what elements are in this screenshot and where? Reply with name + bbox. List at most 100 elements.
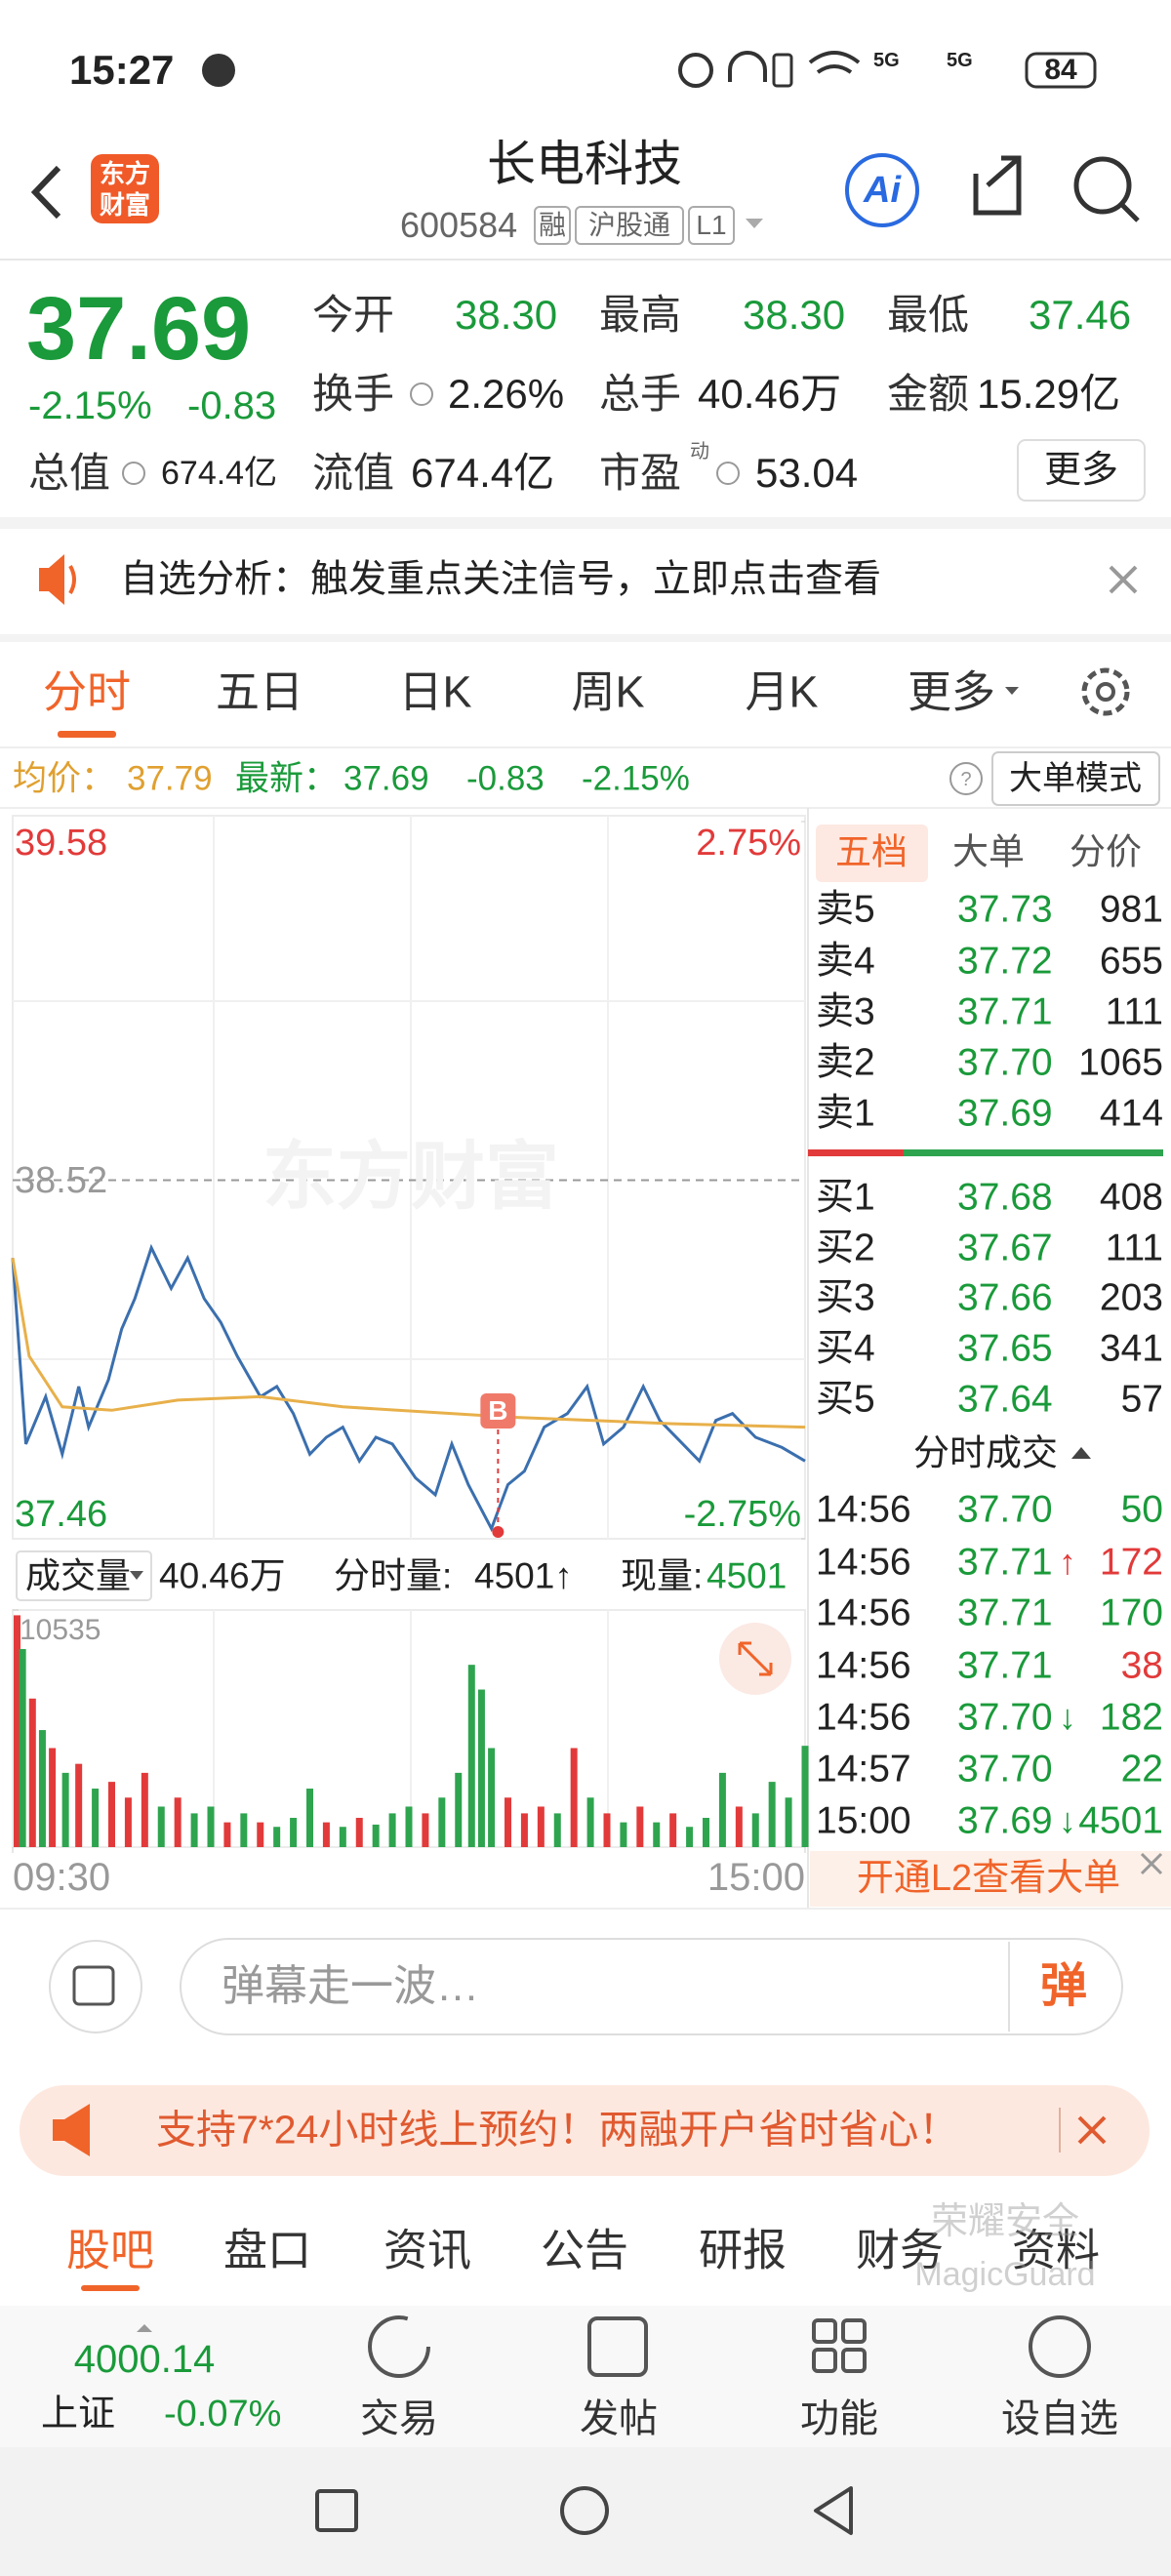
volume-bar [801, 1746, 809, 1847]
settings-icon[interactable] [1081, 667, 1130, 716]
l2-banner-bg[interactable] [810, 1851, 1171, 1907]
stat-label: 总手 [599, 371, 682, 417]
comment-input[interactable] [180, 1938, 1123, 2035]
nav-home[interactable] [560, 2486, 609, 2535]
last-price: 37.69 [26, 279, 252, 379]
volume-total: 40.46万 [159, 1555, 286, 1596]
comment-placeholder[interactable]: 弹幕走一波… [222, 1962, 479, 2010]
stat-label: 流值 [312, 450, 395, 496]
book-label: 买4 [816, 1327, 875, 1370]
search-icon[interactable] [1073, 156, 1132, 215]
content-tab[interactable]: 财务 [855, 2225, 945, 2275]
toolbar-label[interactable]: 交易 [360, 2397, 438, 2440]
content-tab[interactable]: 公告 [540, 2225, 629, 2275]
function-icon[interactable] [812, 2318, 837, 2344]
tab[interactable]: 周K [571, 666, 645, 717]
book-tab[interactable]: 五档 [835, 831, 908, 872]
trade-icon[interactable] [368, 2315, 430, 2378]
battery-icon [1025, 52, 1097, 89]
ai-label[interactable]: Ai [864, 170, 901, 211]
trade-volume: 170 [1099, 1591, 1163, 1634]
tab[interactable]: 日K [398, 666, 472, 717]
current-volume-label: 现量: [621, 1555, 704, 1596]
volume-bar [686, 1827, 694, 1847]
mode-button[interactable] [991, 751, 1160, 806]
content-tab[interactable]: 资讯 [383, 2225, 472, 2275]
volume-bar [505, 1797, 511, 1847]
toolbar-label[interactable]: 功能 [800, 2397, 878, 2440]
volume-bar [620, 1822, 627, 1847]
nav-recent[interactable] [315, 2489, 358, 2532]
volume-selector[interactable] [16, 1550, 152, 1601]
more-label[interactable]: 更多 [1043, 450, 1119, 491]
volume-bar [355, 1818, 363, 1847]
expand-icon [738, 1641, 773, 1676]
book-volume: 111 [1105, 1227, 1163, 1269]
mode-label[interactable]: 大单模式 [1009, 760, 1142, 797]
book-volume: 341 [1099, 1327, 1163, 1370]
notice-text[interactable]: 自选分析：触发重点关注信号，立即点击查看 [120, 558, 882, 601]
volume-label[interactable]: 成交量 [25, 1555, 132, 1595]
tab[interactable]: 月K [745, 666, 819, 717]
trade-price: 37.70 [957, 1748, 1053, 1791]
book-tab[interactable]: 分价 [1070, 831, 1142, 872]
content-tab[interactable]: 研报 [698, 2225, 787, 2275]
tag-box [534, 206, 571, 245]
tab[interactable]: 分时 [42, 666, 132, 717]
trade-time: 14:56 [816, 1541, 911, 1584]
tab[interactable]: 更多 [907, 666, 996, 717]
dropdown-caret [130, 1571, 143, 1580]
annotation-label: B [488, 1395, 508, 1426]
stat-label: 金额 [887, 371, 970, 417]
index-change: -0.07% [164, 2394, 282, 2435]
back-icon[interactable] [30, 165, 61, 220]
post-icon[interactable] [587, 2316, 648, 2377]
y2-tick-label: 2.75% [696, 823, 801, 864]
book-tab[interactable]: 大单 [952, 831, 1025, 872]
volume-bar [92, 1789, 100, 1847]
y-tick-label: 39.58 [15, 823, 108, 864]
close-icon[interactable] [1109, 565, 1138, 594]
annotation-dot [492, 1526, 505, 1538]
close-icon[interactable] [1140, 1852, 1163, 1875]
nav-back[interactable] [814, 2486, 853, 2535]
stat-value: 674.4亿 [411, 450, 555, 496]
share-icon[interactable] [973, 155, 1022, 216]
tab-underline [58, 731, 116, 738]
ad-text[interactable]: 支持7*24小时线上预约！两融开户省时省心！ [156, 2107, 959, 2153]
content-tab[interactable]: 资料 [1011, 2225, 1101, 2275]
minute-volume: 4501↑ [474, 1555, 573, 1596]
l2-banner[interactable]: 开通L2查看大单 [856, 1858, 1121, 1899]
more-button[interactable] [1017, 439, 1146, 502]
book-volume: 655 [1099, 940, 1163, 983]
danmaku-toggle[interactable] [49, 1940, 142, 2033]
trade-volume: 22 [1120, 1748, 1163, 1791]
speaker-wave [68, 565, 76, 594]
help-icon[interactable] [949, 762, 983, 795]
trade-direction: ↓ [1059, 1800, 1076, 1840]
danmaku-button[interactable]: 弹 [1039, 1960, 1088, 2012]
volume-bar [322, 1822, 330, 1847]
tab[interactable]: 五日 [215, 666, 304, 717]
volume-bar [306, 1789, 313, 1847]
toolbar-label[interactable]: 设自选 [1001, 2397, 1118, 2440]
trades-title[interactable]: 分时成交 [913, 1432, 1058, 1473]
ai-button[interactable] [845, 153, 919, 227]
battery-level: 84 [1044, 54, 1077, 86]
volume-bar [14, 1615, 20, 1847]
close-icon[interactable] [1077, 2115, 1107, 2145]
ad-banner[interactable] [20, 2085, 1150, 2176]
toolbar-label[interactable]: 发帖 [580, 2397, 658, 2440]
book-price: 37.67 [957, 1227, 1053, 1269]
volume-bar [49, 1748, 57, 1847]
content-tab[interactable]: 股吧 [65, 2225, 155, 2275]
watchlist-icon[interactable] [1029, 2315, 1091, 2378]
book-volume: 414 [1099, 1092, 1163, 1135]
logo-text: 财富 [99, 190, 151, 220]
book-volume: 408 [1099, 1176, 1163, 1219]
minute-volume-label: 分时量: [334, 1555, 453, 1596]
content-tab[interactable]: 盘口 [222, 2225, 312, 2275]
volume-bar [28, 1698, 36, 1847]
logo-text: 东方 [99, 159, 151, 188]
index-value[interactable]: 4000.14 [73, 2338, 216, 2381]
